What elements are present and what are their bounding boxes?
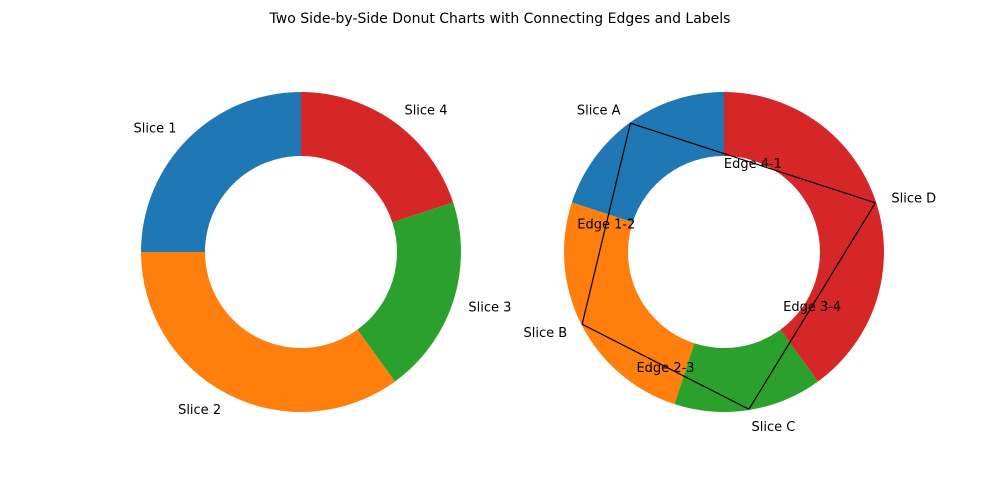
slice-label-slice-4: Slice 4 [404,104,447,119]
slice-label-slice-3: Slice 3 [468,300,511,315]
slice-label-slice-a: Slice A [577,104,621,119]
figure-title: Two Side-by-Side Donut Charts with Conne… [269,11,731,27]
edge-line-edge-4-1 [630,122,876,204]
edge-line-edge-1-2 [581,123,632,325]
edge-label-edge-3-4: Edge 3-4 [783,300,841,315]
slice-label-slice-c: Slice C [752,420,796,435]
wedge-slice-c [674,329,819,412]
wedge-slice-b [564,202,695,405]
slice-label-slice-b: Slice B [524,326,568,341]
edge-label-edge-1-2: Edge 1-2 [577,218,635,233]
wedge-slice-d [724,92,884,382]
wedge-slice-1 [141,92,301,252]
wedge-slice-2 [141,252,396,412]
edge-line-edge-2-3 [581,323,750,410]
slice-label-slice-2: Slice 2 [178,403,221,418]
edge-label-edge-4-1: Edge 4-1 [724,157,782,172]
wedge-slice-4 [301,92,454,223]
slice-label-slice-1: Slice 1 [134,122,177,137]
edge-label-edge-2-3: Edge 2-3 [636,361,694,376]
donut-chart-left: Slice 1 Slice 2 Slice 3 Slice 4 [134,92,511,418]
donut-chart-right: Slice A Slice B Slice C Slice D Edge 1-2 Edge… [524,92,936,435]
wedge-slice-a [571,92,724,223]
edge-line-edge-3-4 [748,202,876,410]
slice-label-slice-d: Slice D [891,192,936,207]
wedge-slice-3 [357,202,462,382]
